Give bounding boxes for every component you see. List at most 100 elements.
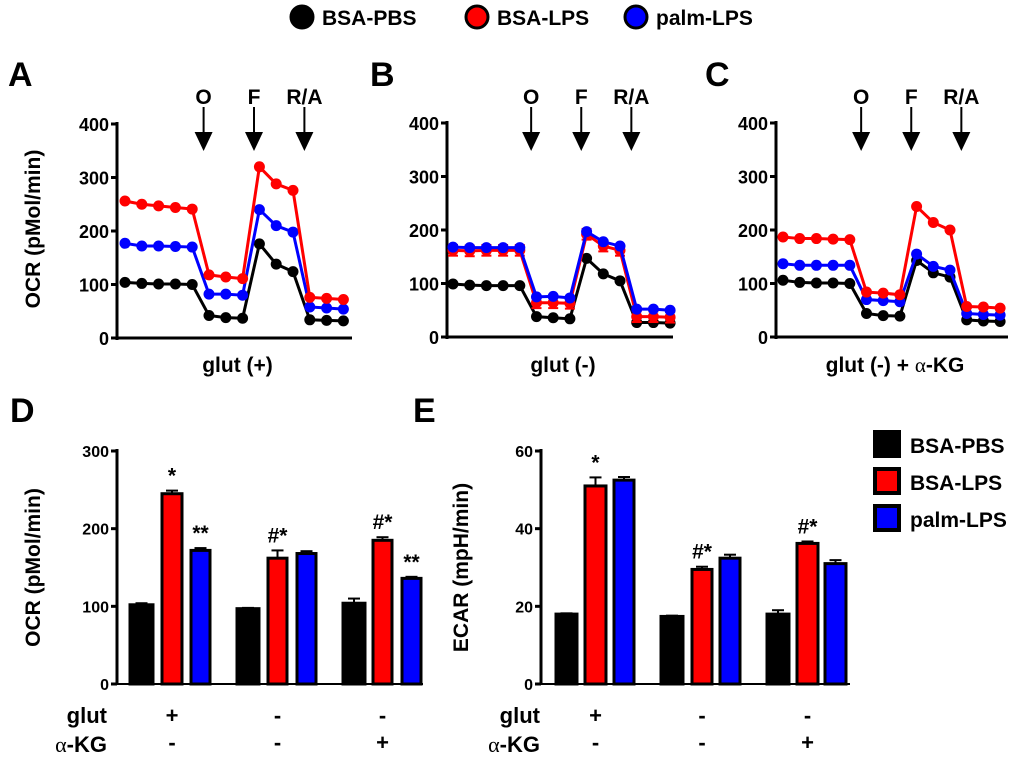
data-point: [287, 184, 299, 196]
data-point: [203, 269, 215, 281]
arrow-head: [952, 132, 971, 151]
data-point: [894, 310, 906, 322]
bar: [295, 552, 318, 686]
legend-right-item: palm-LPS: [873, 504, 1007, 532]
y-tick-label: 0: [100, 677, 109, 694]
y-tick-label: 60: [515, 444, 533, 461]
series-bsa-pbs: [119, 238, 349, 327]
panel-letter: B: [370, 56, 395, 94]
data-point: [614, 240, 626, 252]
bar: [371, 538, 394, 686]
data-point: [581, 252, 593, 264]
data-point: [270, 258, 282, 270]
bar-bsa-lps: #*: [795, 515, 820, 686]
data-point: [253, 161, 265, 173]
legend-right-item: BSA-LPS: [873, 467, 1002, 495]
series-line: [782, 203, 1001, 310]
data-point: [480, 280, 492, 292]
x-axis-label: glut (-): [530, 354, 595, 377]
legend-label: palm-LPS: [910, 509, 1007, 532]
condition-akg: +: [801, 730, 814, 755]
data-point: [203, 310, 215, 322]
data-point: [861, 286, 872, 298]
data-point: [304, 291, 316, 303]
y-tick-label: 200: [82, 522, 109, 539]
data-point: [270, 220, 282, 232]
alpha-glyph: α: [915, 353, 926, 377]
y-tick-label: 200: [79, 222, 109, 242]
arrow-head: [852, 132, 871, 151]
data-point: [186, 241, 198, 253]
data-point: [237, 312, 249, 324]
legend-marker-circle: [289, 4, 315, 30]
injection-arrow: F: [902, 86, 921, 151]
data-point: [514, 242, 526, 254]
alpha-glyph: α: [55, 732, 67, 757]
row-label-glut: glut: [67, 703, 108, 728]
data-point: [810, 233, 822, 245]
injection-label: R/A: [943, 86, 979, 109]
bar-bsa-lps: *: [583, 451, 608, 686]
data-point: [186, 203, 198, 215]
x-axis-label: glut (-) + α-KG: [826, 353, 965, 377]
data-point: [220, 288, 232, 300]
bar-palm-lps: **: [400, 551, 423, 686]
legend-swatch: [873, 504, 901, 532]
arrow-head: [194, 132, 213, 151]
data-point: [169, 201, 181, 213]
legend-marker-circle: [464, 4, 490, 30]
data-point: [270, 178, 282, 190]
injection-label: O: [853, 86, 869, 109]
data-point: [531, 311, 542, 323]
injection-label: F: [575, 86, 588, 109]
data-point: [614, 275, 626, 287]
data-point: [827, 233, 839, 245]
bar: [612, 478, 636, 686]
panel-letter: C: [705, 56, 730, 94]
legend-right-item: BSA-PBS: [873, 430, 1005, 458]
data-point: [810, 277, 822, 289]
significance-annotation: **: [192, 522, 209, 545]
data-point: [203, 288, 215, 300]
data-point: [169, 278, 181, 290]
data-point: [581, 226, 593, 238]
bar: [690, 567, 714, 686]
data-point: [153, 240, 165, 252]
row-label-akg: α-KG: [55, 732, 107, 757]
arrow-head: [522, 132, 541, 151]
series-palm-lps: [447, 226, 676, 316]
y-tick-label: 200: [409, 221, 439, 241]
injection-arrow: F: [572, 86, 591, 151]
data-point: [927, 217, 939, 229]
data-point: [304, 314, 316, 326]
legend-label: BSA-PBS: [910, 435, 1005, 458]
bar-bsa-pbs: [235, 606, 261, 686]
condition-glut: -: [804, 703, 811, 728]
y-axis-label: OCR (pMol/min): [22, 488, 45, 647]
data-point: [119, 237, 131, 249]
data-point: [153, 200, 165, 212]
y-tick-label: 40: [515, 522, 533, 539]
y-tick-label: 300: [738, 168, 768, 188]
significance-annotation: *: [168, 465, 177, 488]
series-bsa-lps: [777, 200, 1006, 314]
data-point: [944, 224, 956, 236]
data-point: [136, 277, 148, 289]
data-point: [961, 301, 973, 313]
condition-akg: -: [274, 730, 281, 755]
data-point: [220, 271, 232, 283]
bar-bsa-lps: #*: [371, 511, 394, 686]
data-point: [237, 289, 249, 301]
significance-annotation: #*: [373, 511, 394, 534]
data-point: [287, 226, 299, 238]
bar-bsa-lps: *: [160, 465, 184, 686]
injection-arrow: O: [852, 86, 871, 151]
data-point: [531, 291, 542, 303]
significance-annotation: #*: [692, 541, 713, 564]
data-point: [844, 259, 856, 271]
data-point: [253, 204, 265, 216]
data-point: [777, 258, 789, 270]
y-tick-label: 300: [79, 169, 109, 189]
